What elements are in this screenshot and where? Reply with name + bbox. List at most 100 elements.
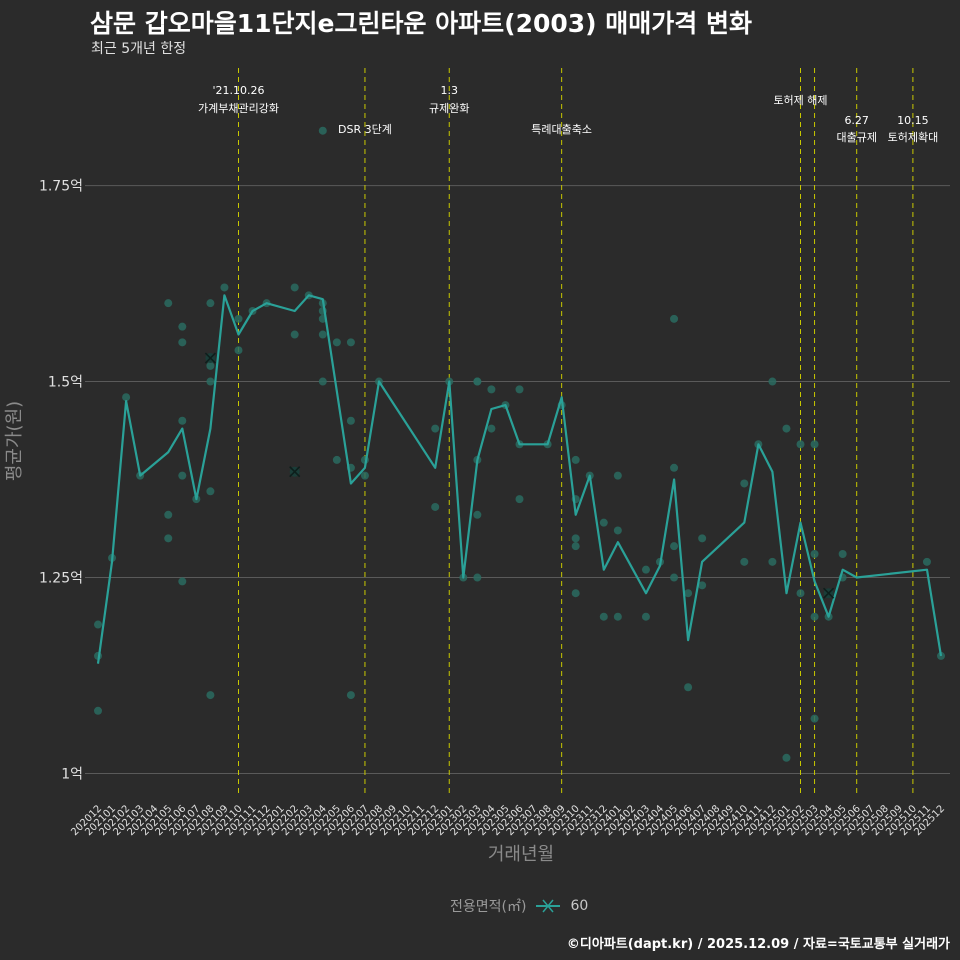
- data-point: [178, 416, 187, 425]
- data-point: [206, 377, 215, 386]
- x-marker-stroke: [823, 587, 835, 599]
- data-point: [641, 565, 650, 574]
- data-point: [937, 651, 945, 660]
- event-label: DSR 3단계: [338, 123, 392, 136]
- event-label: 규제완화: [429, 102, 469, 115]
- data-point: [178, 577, 187, 586]
- data-point: [164, 510, 173, 519]
- data-point: [684, 683, 693, 692]
- data-point: [431, 502, 440, 511]
- grid-lines: [85, 185, 950, 774]
- data-point: [922, 557, 931, 566]
- data-point: [810, 440, 819, 449]
- data-point: [206, 361, 215, 370]
- data-point: [613, 471, 622, 480]
- source-caption: ©디아파트(dapt.kr) / 2025.12.09 / 자료=국토교통부 실…: [566, 937, 950, 952]
- data-point: [571, 455, 580, 464]
- data-point: [613, 526, 622, 535]
- data-point: [346, 416, 355, 425]
- data-point: [360, 471, 369, 480]
- y-tick-label: 1억: [61, 766, 83, 782]
- marker-points: [204, 352, 835, 599]
- data-point: [290, 283, 299, 292]
- data-point: [94, 620, 102, 629]
- data-point: [206, 691, 215, 700]
- data-point: [234, 314, 243, 323]
- data-point: [698, 534, 707, 543]
- event-label: 가계부채관리강화: [198, 102, 279, 115]
- data-point: [318, 377, 327, 386]
- series-line: [96, 294, 943, 664]
- data-point: [346, 691, 355, 700]
- data-point: [487, 424, 496, 433]
- data-point: [740, 557, 749, 566]
- data-point: [515, 385, 524, 394]
- event-label: 토허제 해제: [773, 93, 827, 107]
- data-point: [122, 393, 131, 402]
- legend-key-icon: [536, 899, 561, 913]
- data-point: [768, 557, 777, 566]
- data-point: [571, 542, 580, 551]
- data-point: [684, 589, 693, 598]
- data-point: [782, 753, 791, 762]
- data-point: [318, 126, 327, 135]
- data-point: [332, 455, 341, 464]
- x-marker: [823, 587, 835, 599]
- data-point: [810, 550, 819, 558]
- data-point: [346, 338, 355, 347]
- data-point: [487, 385, 496, 394]
- data-point: [599, 518, 608, 527]
- legend-title: 전용면적(㎡): [450, 899, 527, 915]
- data-point: [178, 338, 187, 347]
- data-point: [796, 589, 805, 598]
- data-point: [206, 487, 215, 496]
- event-date: 6.27: [844, 114, 869, 127]
- data-point: [178, 471, 187, 480]
- data-point: [164, 534, 173, 543]
- y-tick-labels: 1억 1.25억 1.5억 1.75억: [39, 179, 83, 783]
- data-point: [220, 283, 229, 292]
- event-label: 특례대출축소: [531, 123, 592, 136]
- data-point: [515, 495, 524, 504]
- data-point: [473, 510, 482, 519]
- data-point: [234, 346, 243, 355]
- data-point: [473, 377, 482, 386]
- event-label: 토허제확대: [888, 131, 939, 144]
- data-point: [670, 542, 679, 551]
- x-marker: [289, 466, 301, 478]
- data-point: [768, 377, 777, 386]
- data-point: [571, 534, 580, 543]
- data-point: [698, 581, 707, 590]
- chart-subtitle: 최근 5개년 한정: [91, 41, 187, 57]
- data-point: [670, 314, 679, 323]
- data-point: [571, 589, 580, 598]
- data-point: [782, 424, 791, 433]
- legend: 전용면적(㎡) 60: [450, 896, 588, 916]
- event-date: '21.10.26: [212, 84, 264, 97]
- y-tick-label: 1.75억: [39, 179, 83, 195]
- event-label: 대출규제: [836, 131, 876, 144]
- event-date: 10.15: [897, 114, 929, 127]
- data-point: [740, 479, 749, 488]
- event-lines: [238, 68, 914, 797]
- x-marker-stroke: [289, 466, 301, 478]
- event-date: 1.3: [441, 84, 459, 97]
- legend-label: 60: [570, 898, 589, 914]
- data-point: [164, 299, 173, 308]
- data-point: [670, 573, 679, 582]
- data-point: [796, 440, 805, 449]
- data-point: [318, 330, 327, 339]
- data-point: [599, 612, 608, 621]
- data-point: [206, 299, 215, 308]
- x-axis-label: 거래년월: [488, 844, 554, 865]
- x-marker-stroke: [204, 352, 216, 364]
- y-axis-label: 평균가(원): [4, 401, 25, 481]
- x-tick-labels: 2020122021012021022021032021042021052021…: [69, 803, 947, 838]
- data-point: [332, 338, 341, 347]
- data-point: [473, 573, 482, 582]
- data-point: [290, 330, 299, 339]
- data-point: [670, 463, 679, 472]
